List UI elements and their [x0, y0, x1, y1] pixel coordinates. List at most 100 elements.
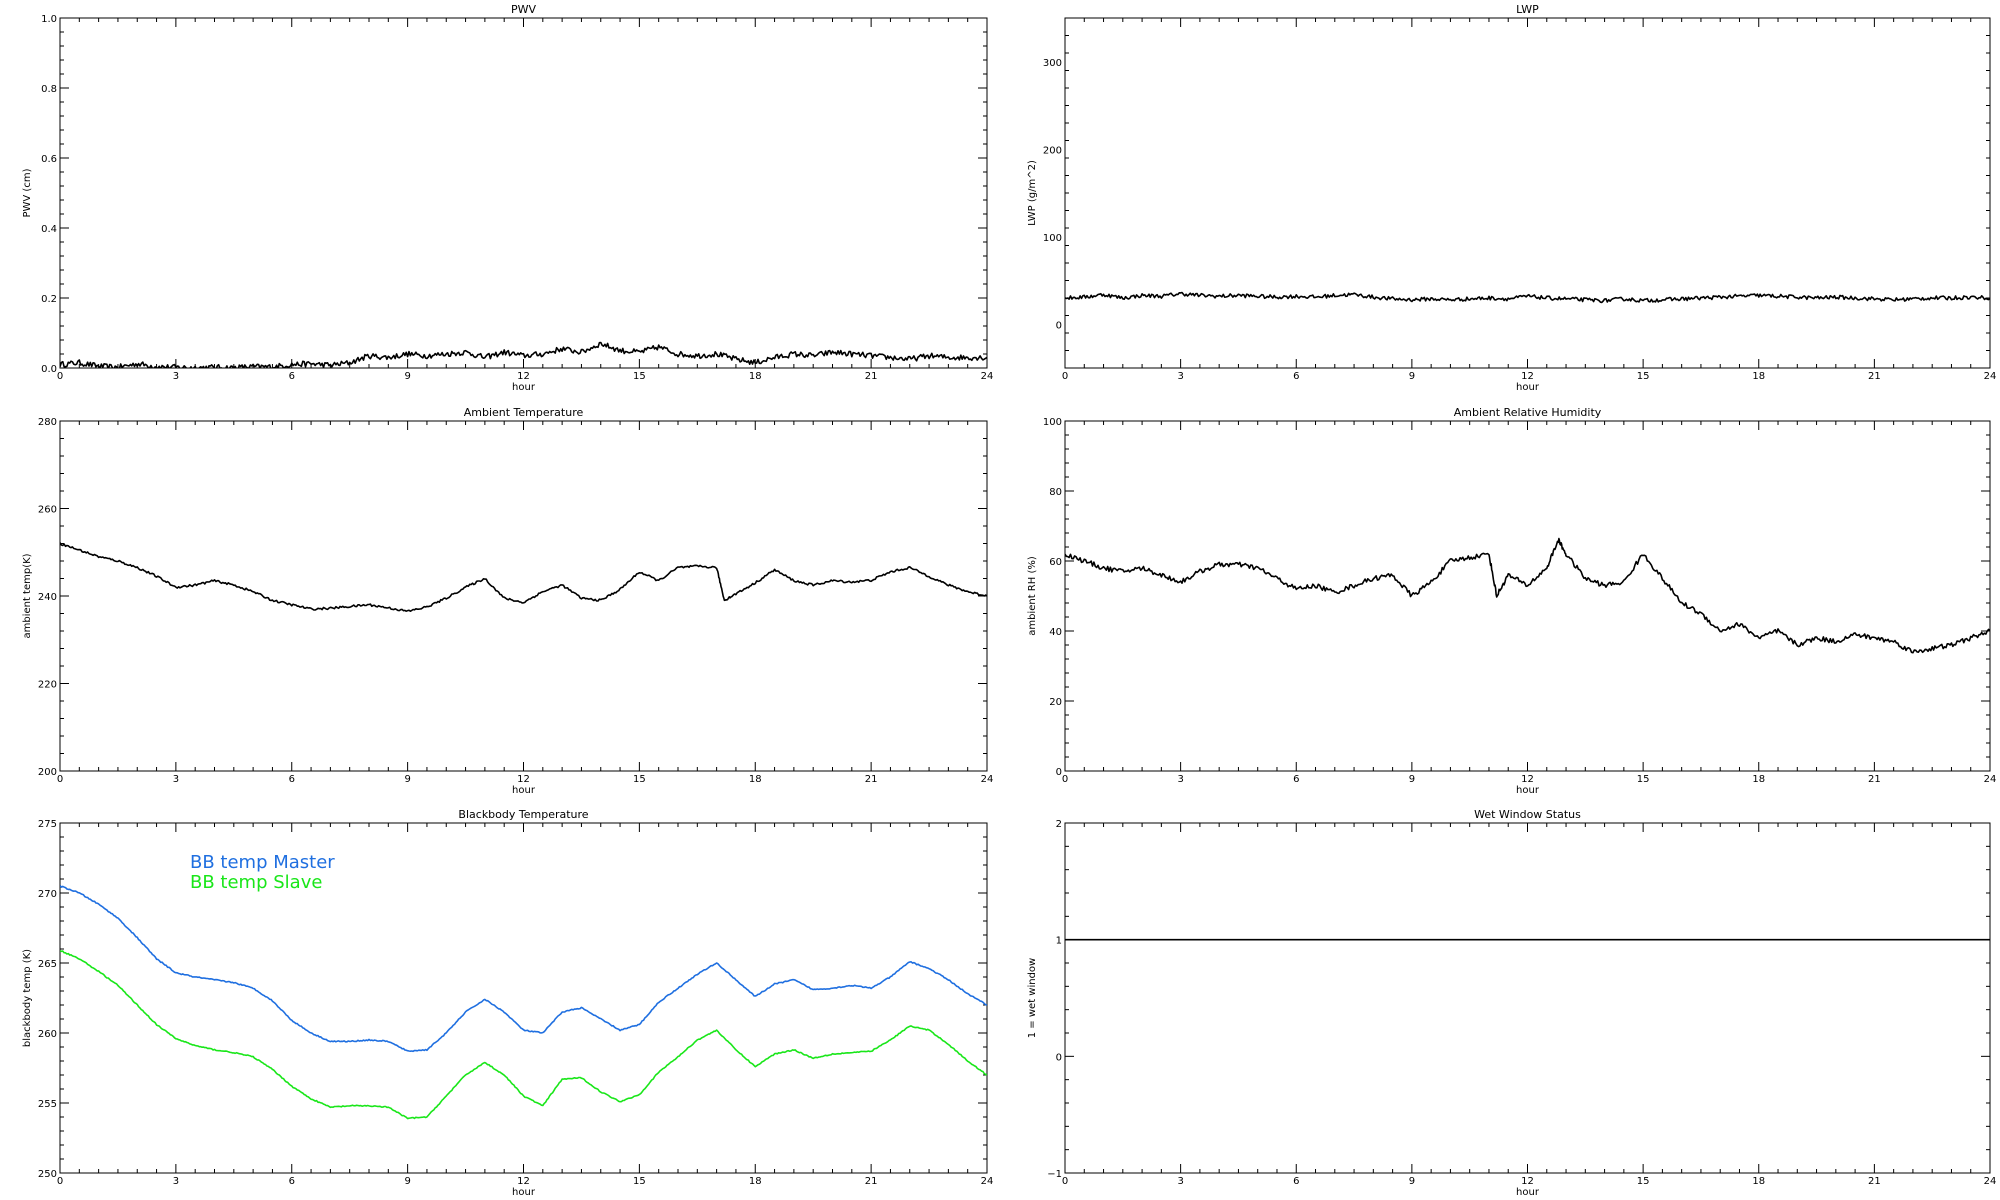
x-tick-label: 6 — [289, 371, 295, 382]
plot-frame — [59, 17, 988, 369]
x-tick-label: 12 — [517, 774, 530, 785]
series-line-bb-temp-slave — [60, 950, 987, 1120]
y-tick-label: 60 — [1049, 557, 1062, 568]
x-tick-label: 15 — [633, 774, 646, 785]
y-tick-label: 80 — [1049, 487, 1062, 498]
y-tick-label: 0 — [1056, 1052, 1062, 1063]
series-line-series-0 — [1065, 537, 1990, 654]
x-tick-label: 12 — [1521, 371, 1534, 382]
x-tick-label: 9 — [1409, 371, 1415, 382]
x-axis-label: hour — [512, 785, 536, 796]
y-tick-label: 20 — [1049, 697, 1062, 708]
y-axis-label: ambient temp(K) — [22, 553, 33, 638]
plot-title: PWV — [511, 3, 537, 16]
x-tick-label: 6 — [1293, 371, 1299, 382]
x-tick-label: 21 — [865, 371, 878, 382]
x-tick-label: 0 — [1062, 1176, 1068, 1187]
plot-title: Wet Window Status — [1474, 808, 1581, 821]
x-tick-label: 21 — [865, 1176, 878, 1187]
x-tick-label: 24 — [1984, 774, 1997, 785]
y-tick-label: 240 — [38, 592, 57, 603]
x-tick-label: 15 — [1637, 1176, 1650, 1187]
x-tick-label: 0 — [57, 1176, 63, 1187]
y-tick-label: −1 — [1047, 1169, 1062, 1180]
plot-frame — [1064, 17, 1991, 369]
legend-entry: BB temp Master — [190, 852, 335, 873]
y-tick-label: 100 — [1043, 233, 1062, 244]
x-axis-label: hour — [512, 382, 536, 393]
x-tick-label: 12 — [1521, 1176, 1534, 1187]
y-tick-label: 0.6 — [41, 154, 57, 165]
panel-lwp: 0 3 6 9 12 15 18 21 24 0 100 200 300 LWP hour LWP (g/m^… — [1027, 3, 1996, 393]
panel-pwv: 0 3 6 9 12 15 18 21 24 0.0 0.2 0.4 0.6 0.8 1.0 PWV hour P… — [22, 3, 993, 393]
x-tick-label: 15 — [1637, 371, 1650, 382]
x-tick-label: 15 — [1637, 774, 1650, 785]
x-tick-label: 24 — [1984, 1176, 1997, 1187]
x-tick-label: 3 — [173, 371, 179, 382]
x-tick-label: 3 — [173, 774, 179, 785]
x-tick-label: 12 — [517, 371, 530, 382]
x-tick-label: 12 — [517, 1176, 530, 1187]
y-tick-label: 200 — [1043, 145, 1062, 156]
series-line-series-0 — [1065, 291, 1990, 304]
x-tick-label: 21 — [1868, 1176, 1881, 1187]
y-tick-label: 275 — [38, 819, 57, 830]
y-axis-label: LWP (g/m^2) — [1027, 160, 1038, 226]
x-tick-label: 24 — [981, 774, 994, 785]
x-tick-label: 12 — [1521, 774, 1534, 785]
y-tick-label: 300 — [1043, 58, 1062, 69]
x-tick-label: 0 — [57, 774, 63, 785]
y-axis-label: 1 = wet window — [1027, 958, 1038, 1038]
y-tick-label: 1 — [1056, 936, 1062, 947]
y-tick-label: 0.2 — [41, 294, 57, 305]
x-tick-label: 18 — [1752, 774, 1765, 785]
x-axis-label: hour — [1516, 1187, 1540, 1198]
y-tick-label: 220 — [38, 680, 57, 691]
plot-title: LWP — [1516, 3, 1539, 16]
x-tick-label: 3 — [1177, 1176, 1183, 1187]
y-tick-label: 260 — [38, 505, 57, 516]
y-tick-label: 0 — [1056, 320, 1062, 331]
legend-entry: BB temp Slave — [190, 872, 322, 893]
y-tick-label: 255 — [38, 1099, 57, 1110]
x-tick-label: 0 — [1062, 371, 1068, 382]
x-tick-label: 9 — [1409, 774, 1415, 785]
x-tick-label: 15 — [633, 371, 646, 382]
y-tick-label: 200 — [38, 767, 57, 778]
panel-ambient-relative-humidity: 0 3 6 9 12 15 18 21 24 0 20 40 60 80 100 Ambient Relati… — [1027, 406, 1996, 796]
panel-ambient-temperature: 0 3 6 9 12 15 18 21 24 200 220 240 260 280 Ambient Tem… — [22, 406, 993, 796]
y-axis-label: PWV (cm) — [22, 168, 33, 217]
series-line-series-0 — [60, 542, 987, 613]
y-tick-label: 0.8 — [41, 84, 57, 95]
x-tick-label: 6 — [289, 1176, 295, 1187]
x-tick-label: 24 — [981, 1176, 994, 1187]
series-line-series-0 — [60, 341, 987, 368]
y-tick-label: 100 — [1043, 417, 1062, 428]
x-tick-label: 21 — [1868, 371, 1881, 382]
y-tick-label: 1.0 — [41, 14, 57, 25]
x-tick-label: 21 — [865, 774, 878, 785]
x-tick-label: 18 — [749, 774, 762, 785]
panel-blackbody-temperature: 0 3 6 9 12 15 18 21 24 250 255 260 265 270 275 Blackbod… — [22, 808, 993, 1198]
x-tick-label: 9 — [1409, 1176, 1415, 1187]
x-tick-label: 24 — [1984, 371, 1997, 382]
plot-frame — [1064, 420, 1991, 772]
plot-title: Ambient Temperature — [464, 406, 584, 419]
y-tick-label: 0.4 — [41, 224, 57, 235]
x-axis-label: hour — [1516, 382, 1540, 393]
x-tick-label: 9 — [404, 371, 410, 382]
plot-title: Blackbody Temperature — [458, 808, 588, 821]
y-tick-label: 280 — [38, 417, 57, 428]
y-tick-label: 40 — [1049, 627, 1062, 638]
x-tick-label: 6 — [1293, 774, 1299, 785]
y-tick-label: 260 — [38, 1029, 57, 1040]
y-tick-label: 250 — [38, 1169, 57, 1180]
x-tick-label: 9 — [404, 774, 410, 785]
x-tick-label: 18 — [749, 371, 762, 382]
y-tick-label: 0.0 — [41, 364, 57, 375]
y-tick-label: 2 — [1056, 819, 1062, 830]
plot-title: Ambient Relative Humidity — [1454, 406, 1602, 419]
x-tick-label: 6 — [289, 774, 295, 785]
